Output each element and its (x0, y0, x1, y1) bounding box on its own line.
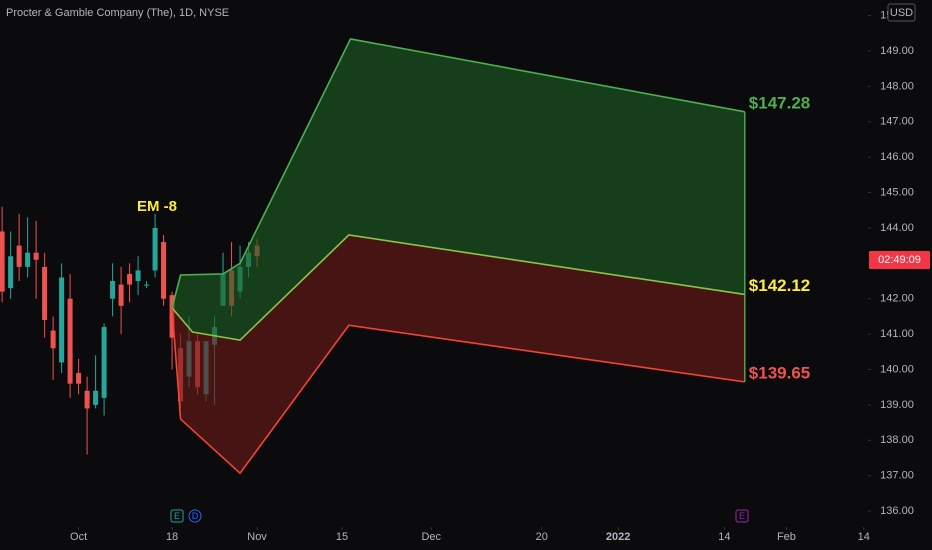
y-tick-label: 136.00 (880, 505, 914, 517)
y-tick-label: 147.00 (880, 116, 914, 128)
axes: Oct 18 Nov 15 Dec 20 2022 14 Feb 14 136.00 137.00 13… (0, 3, 932, 550)
y-tick-label: 149.00 (880, 45, 914, 57)
chart-title: Procter & Gamble Company (The), 1D, NYSE (6, 7, 229, 19)
candle-body (25, 252, 31, 267)
candle-body (0, 231, 5, 292)
candle-body (93, 390, 99, 405)
y-tick-label: 137.00 (880, 470, 914, 482)
currency-box (887, 3, 916, 22)
y-tick-label: 146.00 (880, 151, 914, 163)
y-tick-label: 140.00 (880, 363, 914, 375)
x-tick-label: 2022 (606, 531, 630, 543)
candle-body (16, 245, 22, 267)
annotation: EM -8 (137, 198, 177, 215)
x-tick-label: Feb (777, 531, 796, 543)
event-label: E (174, 511, 180, 521)
band-line (171, 38, 745, 309)
band-end-label: $142.12 (749, 276, 810, 295)
candle-body (161, 242, 167, 299)
candle-body (127, 273, 133, 285)
band-fill (172, 235, 745, 474)
candle-body (8, 256, 14, 289)
candle-body (67, 298, 73, 384)
candle-body (152, 227, 158, 271)
y-tick-label: 145.00 (880, 186, 914, 198)
event-label: E (739, 511, 745, 521)
candle-body (135, 270, 141, 282)
candle-body (118, 284, 124, 306)
x-tick-label: Dec (421, 531, 441, 543)
y-tick-label: 148.00 (880, 80, 914, 92)
event-label: D (192, 511, 199, 521)
y-tick-label: 144.00 (880, 222, 914, 234)
candle-body (42, 266, 48, 320)
y-tick-label: 141.00 (880, 328, 914, 340)
band-end-label: $139.65 (749, 363, 810, 382)
candle-body (144, 284, 150, 286)
x-tick-label: 18 (166, 531, 178, 543)
candle-body (110, 281, 116, 299)
candle-body (76, 373, 82, 384)
event-marker (170, 509, 184, 523)
band-fill (172, 38, 745, 341)
x-tick-label: Oct (70, 531, 87, 543)
x-axis-strip (0, 527, 932, 550)
y-tick-label: 142.00 (880, 293, 914, 305)
event-marker (188, 509, 202, 523)
plot-area: $147.28 $142.12 $139.65 EM -8 (0, 38, 810, 475)
band-end-label: $147.28 (749, 93, 810, 112)
candle-body (101, 327, 107, 398)
candle-body (59, 277, 65, 363)
candle-body (33, 252, 39, 260)
x-tick-label: 20 (536, 531, 548, 543)
event-marker (735, 509, 749, 523)
band-line (171, 234, 745, 341)
candle-body (84, 390, 90, 409)
band-line (171, 307, 745, 475)
x-tick-label: Nov (247, 531, 267, 543)
countdown: 02:49:09 (878, 254, 921, 266)
currency: USD (890, 7, 913, 19)
y-tick-label: 139.00 (880, 399, 914, 411)
x-tick-label: 15 (336, 531, 348, 543)
x-tick-label: 14 (858, 531, 870, 543)
y-tick-label: 138.00 (880, 434, 914, 446)
countdown-box (869, 251, 930, 269)
x-tick-label: 14 (718, 531, 730, 543)
candle-body (50, 330, 56, 349)
